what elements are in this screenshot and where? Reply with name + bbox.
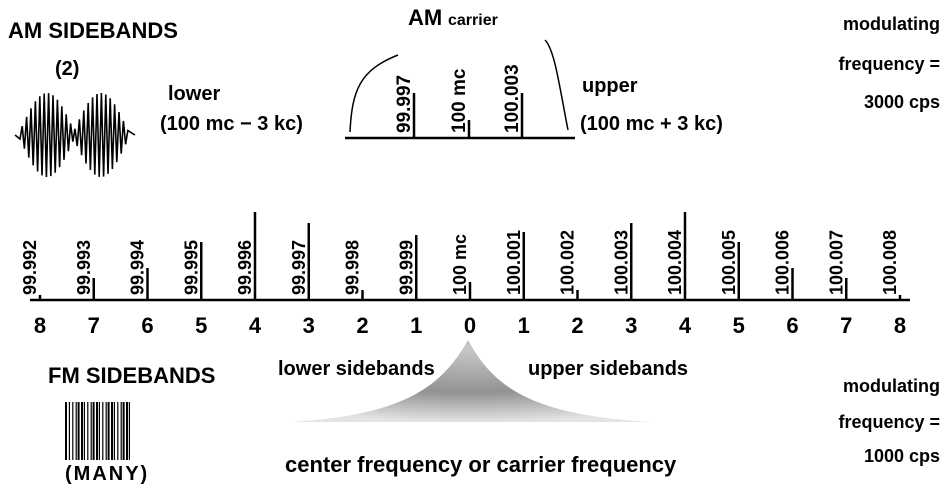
am-line-label: 99.997 [394, 75, 415, 133]
fm-order: 1 [518, 313, 530, 338]
fm-order: 7 [840, 313, 852, 338]
fm-order: 7 [88, 313, 100, 338]
fm-title: FM SIDEBANDS [48, 363, 215, 388]
fm-order: 3 [303, 313, 315, 338]
modulating-label: modulating [843, 376, 940, 396]
am-bracket [349, 54, 399, 133]
am-line-label: 100.003 [502, 64, 523, 133]
am-waveform [14, 92, 136, 177]
fm-line-label: 99.996 [235, 240, 255, 295]
am-carrier-title: AM [408, 5, 442, 30]
fm-line-label: 99.999 [396, 240, 416, 295]
fm-envelope [290, 340, 650, 422]
am-title: AM SIDEBANDS [8, 18, 178, 43]
fm-order: 5 [195, 313, 207, 338]
fm-line-label: 99.995 [181, 240, 201, 295]
fm-order: 2 [571, 313, 583, 338]
fm-order: 1 [410, 313, 422, 338]
modulating-label: modulating [843, 14, 940, 34]
fm-order: 8 [34, 313, 46, 338]
am-count: (2) [55, 58, 79, 80]
fm-line-label: 100.002 [558, 230, 578, 295]
modulating-label: 3000 cps [864, 92, 940, 112]
am-upper-formula: (100 mc + 3 kc) [580, 113, 723, 135]
fm-line-label: 100.004 [665, 230, 685, 295]
fm-order: 2 [356, 313, 368, 338]
fm-line-label: 99.994 [128, 240, 148, 295]
fm-line-label: 100.006 [773, 230, 793, 295]
modulating-label: frequency = [838, 412, 940, 432]
fm-line-label: 99.992 [20, 240, 40, 295]
fm-order: 5 [733, 313, 745, 338]
fm-line-label: 100.005 [719, 230, 739, 295]
am-modulating: modulating frequency = 3000 cps [838, 14, 940, 112]
fm-center: center frequency or carrier frequency [285, 452, 677, 477]
fm-order: 8 [894, 313, 906, 338]
fm-line-label: 100.008 [880, 230, 900, 295]
am-lower-formula: (100 mc − 3 kc) [160, 113, 303, 135]
fm-barcode [65, 402, 130, 460]
fm-order: 3 [625, 313, 637, 338]
fm-line-label: 100.007 [826, 230, 846, 295]
fm-line-label: 100 mc [450, 234, 470, 295]
fm-line-label: 99.993 [74, 240, 94, 295]
fm-lower-sidebands: lower sidebands [278, 358, 435, 380]
fm-order: 6 [786, 313, 798, 338]
fm-order: 6 [141, 313, 153, 338]
am-upper: upper [582, 75, 638, 97]
am-line-label: 100 mc [449, 68, 470, 133]
am-lower: lower [168, 83, 220, 105]
fm-line-label: 100.001 [504, 230, 524, 295]
fm-line-label: 99.998 [343, 240, 363, 295]
modulating-label: frequency = [838, 54, 940, 74]
fm-upper-sidebands: upper sidebands [528, 358, 688, 380]
modulating-label: 1000 cps [864, 446, 940, 466]
am-carrier-sub: carrier [448, 12, 498, 29]
fm-modulating: modulating frequency = 1000 cps [838, 376, 940, 466]
fm-order: 4 [249, 313, 262, 338]
am-bracket [544, 39, 569, 131]
fm-line-label: 100.003 [611, 230, 631, 295]
fm-count: (MANY) [65, 463, 149, 485]
fm-line-label: 99.997 [289, 240, 309, 295]
fm-order: 4 [679, 313, 692, 338]
fm-spectrum: 99.992 8 99.993 7 99.994 6 99.995 5 99.996 4 99.99… [20, 212, 906, 338]
fm-order: 0 [464, 313, 476, 338]
